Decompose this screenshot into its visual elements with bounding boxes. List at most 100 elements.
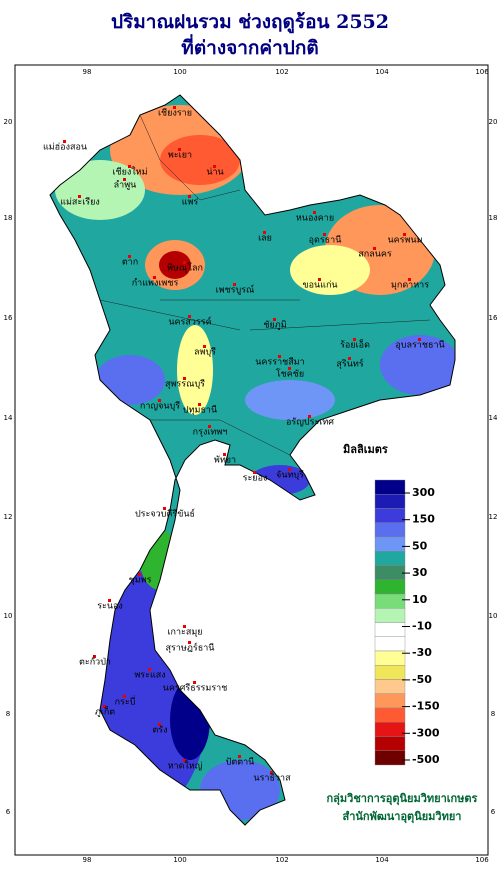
- station: [103, 705, 106, 708]
- lat-label: 18: [4, 214, 13, 222]
- place-name: กระบี่: [115, 695, 136, 708]
- place-name: สุรินทร์: [336, 358, 363, 370]
- credit: สำนักพัฒนาอุตุนิยมวิทยา: [343, 810, 462, 824]
- place-name: พระแสง: [134, 671, 165, 681]
- station: [253, 471, 256, 474]
- place-name: แม่สะเรียง: [60, 197, 100, 208]
- station: [208, 425, 211, 428]
- station: [238, 755, 241, 758]
- legend-swatch: [374, 608, 406, 623]
- station: [188, 641, 191, 644]
- legend-swatch: [374, 508, 406, 523]
- lat-label: 20: [4, 118, 13, 126]
- legend-swatch: [374, 636, 406, 652]
- legend-swatch: [374, 551, 406, 566]
- lon-label: 102: [275, 68, 288, 76]
- legend-swatch: [374, 593, 406, 609]
- legend-label: -50: [412, 673, 432, 686]
- place-name: ชัยภูมิ: [263, 320, 286, 331]
- place-name: ตาก: [122, 258, 138, 268]
- station: [213, 165, 216, 168]
- station: [263, 231, 266, 234]
- station: [323, 233, 326, 236]
- station: [173, 106, 176, 109]
- place-name: อุดรธานี: [309, 235, 342, 246]
- station: [403, 233, 406, 236]
- place-name: โชคชัย: [276, 369, 304, 380]
- place-name: กรุงเทพฯ: [193, 428, 228, 438]
- place-name: ตะกั่วป่า: [79, 655, 111, 668]
- station: [128, 165, 131, 168]
- place-name: ตรัง: [152, 726, 167, 736]
- station: [353, 338, 356, 341]
- place-name: อรัญประเทศ: [286, 418, 334, 428]
- place-name: นราธิวาส: [253, 773, 291, 784]
- place-name: อุบลราชธานี: [395, 340, 444, 351]
- place-name: นครสวรรค์: [168, 316, 211, 328]
- place-name: แม่ฮ่องสอน: [43, 143, 87, 153]
- station: [188, 195, 191, 198]
- station: [78, 195, 81, 198]
- legend-swatch: [374, 693, 406, 709]
- station: [348, 357, 351, 360]
- station: [418, 338, 421, 341]
- station: [193, 681, 196, 684]
- lat-label: 16: [489, 314, 498, 322]
- lat-label: 18: [489, 214, 498, 222]
- legend-swatch: [374, 736, 406, 751]
- station: [183, 759, 186, 762]
- station: [183, 625, 186, 628]
- place-name: แพร่: [182, 198, 199, 208]
- place-name: ระนอง: [97, 602, 123, 612]
- legend-swatch: [374, 665, 406, 680]
- lat-label: 20: [489, 118, 498, 126]
- place-name: หนองคาย: [296, 214, 334, 224]
- place-name: นครราชสีมา: [255, 357, 304, 368]
- legend-label: 300: [412, 486, 435, 499]
- legend-swatch: [374, 750, 406, 766]
- legend-swatch: [374, 579, 406, 595]
- lat-label: 10: [4, 612, 13, 620]
- lon-label: 102: [275, 856, 288, 864]
- station: [183, 261, 186, 264]
- station: [183, 377, 186, 380]
- lon-label: 100: [173, 856, 186, 864]
- station: [203, 345, 206, 348]
- station: [313, 211, 316, 214]
- place-name: ลพบุรี: [194, 347, 216, 358]
- station: [308, 415, 311, 418]
- station: [163, 507, 166, 510]
- lat-label: 6: [491, 808, 496, 816]
- legend-swatch: [374, 522, 406, 538]
- place-name: ขอนแก่น: [302, 281, 337, 291]
- legend-label: 30: [412, 566, 428, 579]
- lat-label: 10: [489, 612, 498, 620]
- map-frame: [14, 64, 489, 856]
- legend-swatch: [374, 722, 406, 737]
- legend-title: มิลลิเมตร: [343, 443, 388, 456]
- station: [188, 315, 191, 318]
- station: [270, 771, 273, 774]
- lat-label: 6: [6, 808, 11, 816]
- lat-label: 8: [6, 710, 10, 718]
- lon-label: 104: [375, 68, 389, 76]
- lat-label: 12: [489, 513, 498, 521]
- station: [318, 278, 321, 281]
- station: [178, 148, 181, 151]
- station: [128, 255, 131, 258]
- credit: กลุ่มวิชาการอุตุนิยมวิทยาเกษตร: [327, 792, 478, 806]
- legend-label: -150: [412, 700, 440, 713]
- legend-swatch: [374, 679, 406, 694]
- legend-label: 10: [412, 593, 428, 606]
- legend-label: -300: [412, 726, 440, 739]
- place-name: ชุมพร: [129, 576, 152, 586]
- lat-label: 12: [4, 513, 13, 521]
- subtitle: ที่ต่างจากค่าปกติ: [181, 34, 318, 59]
- station: [408, 278, 411, 281]
- place-name: ระยอง: [243, 474, 268, 484]
- place-name: หาดใหญ่: [168, 761, 203, 772]
- legend-swatch: [374, 565, 406, 580]
- station: [123, 178, 126, 181]
- place-name: เลย: [258, 234, 272, 244]
